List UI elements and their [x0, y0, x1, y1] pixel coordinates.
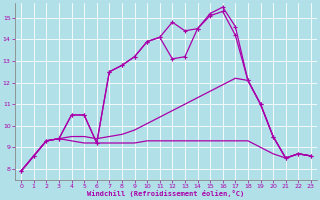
X-axis label: Windchill (Refroidissement éolien,°C): Windchill (Refroidissement éolien,°C) — [87, 190, 245, 197]
